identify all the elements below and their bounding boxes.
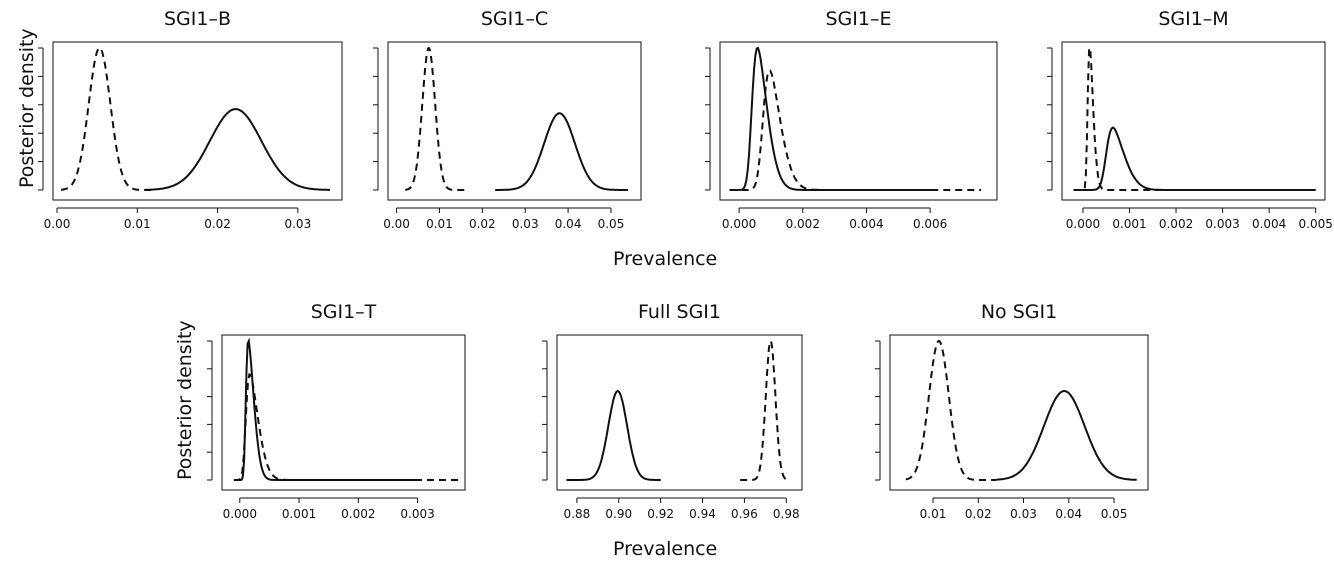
panel-sgi1-t: SGI1–T 0.000 0.001 0.002 0.003 xyxy=(207,301,466,521)
x-tick-label: 0.004 xyxy=(1252,217,1286,231)
x-tick-label: 0.98 xyxy=(773,507,800,521)
x-tick-label: 0.94 xyxy=(689,507,716,521)
plot-frame xyxy=(719,41,998,201)
density-curve-solid xyxy=(1073,126,1316,191)
density-curve-solid xyxy=(996,389,1137,481)
panel-title: SGI1–T xyxy=(311,301,377,323)
panel-title: Full SGI1 xyxy=(638,301,721,323)
plot-frame xyxy=(387,41,642,201)
x-tick-label: 0.05 xyxy=(598,217,625,231)
x-tick-label: 0.005 xyxy=(1299,217,1333,231)
x-tick-label: 0.01 xyxy=(426,217,453,231)
x-tick-label: 0.03 xyxy=(284,217,311,231)
panel-title: SGI1–C xyxy=(481,8,548,30)
x-tick-label: 0.03 xyxy=(512,217,539,231)
density-curve-dashed xyxy=(405,46,466,191)
x-tick-label: 0.02 xyxy=(965,507,992,521)
x-tick-label: 0.00 xyxy=(44,217,71,231)
panel-title: SGI1–B xyxy=(164,8,231,30)
density-curve-solid xyxy=(233,337,418,481)
density-curve-dashed xyxy=(233,372,460,481)
panel-sgi1-c: SGI1–C 0.00 0.01 0.02 0.03 0.04 0.05 xyxy=(373,8,642,231)
panel-title: No SGI1 xyxy=(981,301,1057,323)
x-tick-label: 0.000 xyxy=(223,507,257,521)
x-axis-label-row1: Prevalence xyxy=(613,248,718,270)
x-tick-label: 0.04 xyxy=(555,217,582,231)
x-tick-label: 0.002 xyxy=(786,217,820,231)
x-tick-label: 0.01 xyxy=(920,507,947,521)
x-tick-label: 0.004 xyxy=(849,217,883,231)
x-tick-label: 0.000 xyxy=(722,217,756,231)
panel-full-sgi1: Full SGI1 0.88 0.90 0.92 0.94 0.96 0.98 xyxy=(542,301,803,521)
y-axis-label-row2: Posterior density xyxy=(174,320,196,480)
x-tick-label: 0.92 xyxy=(647,507,674,521)
x-tick-label: 0.002 xyxy=(1159,217,1193,231)
plot-frame xyxy=(889,334,1149,491)
x-tick-label: 0.01 xyxy=(124,217,151,231)
x-tick-label: 0.001 xyxy=(1112,217,1146,231)
x-tick-label: 0.02 xyxy=(204,217,231,231)
plot-frame xyxy=(52,41,343,201)
density-curve-solid xyxy=(566,389,661,481)
panel-sgi1-m: SGI1–M 0.000 0.001 0.002 0.003 0.004 0.005 xyxy=(1047,8,1333,231)
density-curve-solid xyxy=(495,112,629,191)
x-tick-label: 0.006 xyxy=(913,217,947,231)
x-tick-label: 0.05 xyxy=(1101,507,1128,521)
x-tick-label: 0.04 xyxy=(1055,507,1082,521)
x-tick-label: 0.001 xyxy=(282,507,316,521)
density-curve-dashed xyxy=(1073,45,1251,191)
plot-frame xyxy=(1061,41,1326,201)
x-tick-label: 0.96 xyxy=(731,507,758,521)
panel-sgi1-e: SGI1–E 0.000 0.002 0.004 0.006 xyxy=(705,8,998,231)
x-tick-label: 0.02 xyxy=(469,217,496,231)
density-curve-solid xyxy=(145,108,330,191)
density-curve-dashed xyxy=(740,340,787,481)
x-tick-label: 0.90 xyxy=(605,507,632,521)
x-tick-label: 0.00 xyxy=(383,217,410,231)
x-tick-label: 0.003 xyxy=(1205,217,1239,231)
plot-frame xyxy=(221,334,466,491)
x-tick-label: 0.002 xyxy=(341,507,375,521)
plot-frame xyxy=(556,334,803,491)
x-tick-label: 0.003 xyxy=(400,507,434,521)
density-curve-dashed xyxy=(61,46,154,191)
density-curve-dashed xyxy=(905,340,997,481)
x-tick-label: 0.03 xyxy=(1010,507,1037,521)
panel-title: SGI1–E xyxy=(826,8,892,30)
y-axis-label-row1: Posterior density xyxy=(16,28,38,188)
x-tick-label: 0.88 xyxy=(564,507,591,521)
panel-sgi1-b: SGI1–B 0.00 0.01 0.02 0.03 xyxy=(38,8,343,231)
panel-no-sgi1: No SGI1 0.01 0.02 0.03 0.04 0.05 xyxy=(875,301,1149,521)
x-tick-label: 0.000 xyxy=(1066,217,1100,231)
density-curve-solid xyxy=(729,46,937,191)
panel-title: SGI1–M xyxy=(1158,8,1228,30)
x-axis-label-row2: Prevalence xyxy=(613,538,718,560)
density-curve-dashed xyxy=(729,69,982,191)
